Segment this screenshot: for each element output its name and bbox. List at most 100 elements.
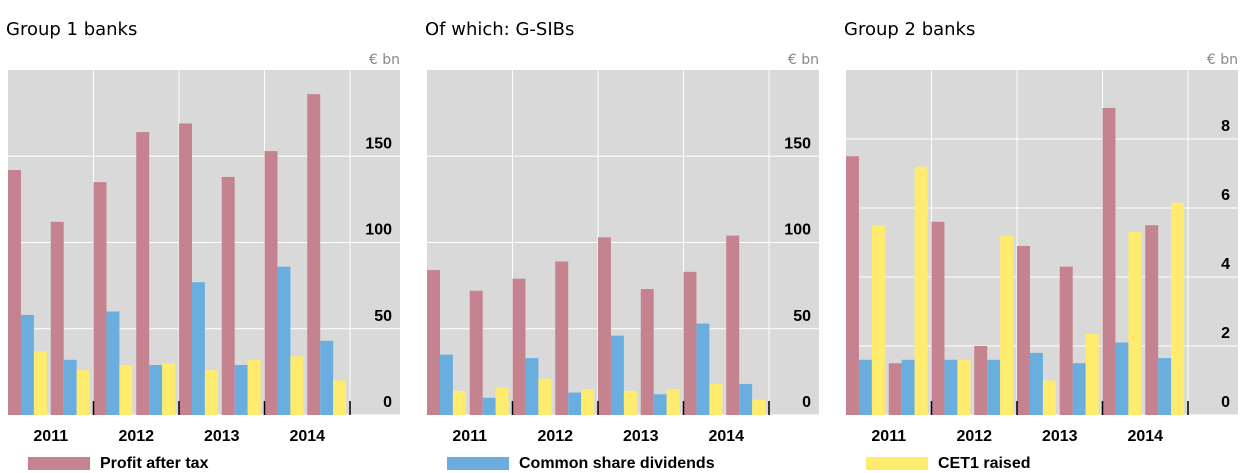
y-tick-label: 2 [1221, 325, 1230, 342]
unit-label: € bn [369, 52, 400, 68]
y-tick-label: 8 [1221, 118, 1230, 135]
bar [482, 397, 496, 415]
bar [277, 266, 291, 415]
bar [179, 123, 192, 415]
bar [555, 261, 569, 415]
bar [1145, 225, 1159, 415]
x-tick-label: 2012 [537, 428, 573, 445]
panel-title: Of which: G-SIBs [425, 19, 574, 40]
bar [136, 132, 150, 415]
bar [1171, 202, 1185, 415]
bar [50, 221, 64, 415]
y-tick-label: 0 [802, 394, 811, 411]
bar [739, 383, 753, 415]
bar [439, 354, 453, 415]
bar [871, 225, 885, 415]
bar [76, 370, 90, 415]
x-tick-label: 2011 [452, 428, 487, 445]
bar [106, 311, 120, 415]
x-tick-label: 2011 [871, 428, 906, 445]
bar [8, 170, 21, 415]
bar [696, 323, 710, 415]
legend-swatch [28, 457, 90, 470]
bar [1128, 232, 1142, 415]
bar [33, 351, 47, 415]
bar [1017, 245, 1030, 415]
legend-label: Common share dividends [519, 455, 715, 472]
y-tick-label: 4 [1221, 256, 1230, 273]
bar [512, 278, 526, 415]
legend-label: CET1 raised [938, 455, 1030, 472]
bar [221, 176, 235, 415]
bar [957, 359, 971, 415]
bar [149, 364, 163, 415]
legend-swatch [866, 457, 928, 470]
bar [726, 235, 740, 415]
x-tick-label: 2014 [1127, 428, 1163, 445]
y-tick-label: 50 [374, 308, 392, 325]
legend-swatch [447, 457, 509, 470]
bar [333, 380, 347, 415]
y-tick-label: 6 [1221, 187, 1230, 204]
bar [290, 356, 304, 415]
bar [247, 359, 261, 415]
bar [119, 364, 133, 415]
x-tick-label: 2013 [1042, 428, 1078, 445]
bar [610, 335, 624, 415]
y-tick-label: 100 [365, 222, 392, 239]
x-tick-label: 2011 [33, 428, 68, 445]
bar [846, 156, 859, 415]
bar [623, 390, 637, 415]
bar [1059, 266, 1073, 415]
bar [1115, 342, 1129, 415]
bar [204, 370, 218, 415]
bar [1042, 380, 1056, 415]
bar [1085, 333, 1099, 415]
bar [709, 383, 723, 415]
bar [1158, 358, 1172, 415]
bar [63, 359, 77, 415]
bar [901, 359, 915, 415]
bar [653, 394, 667, 415]
bar [944, 359, 958, 415]
panel-title: Group 1 banks [6, 19, 137, 40]
bar [1029, 352, 1043, 415]
bar [752, 399, 766, 415]
unit-label: € bn [1207, 52, 1238, 68]
bar [931, 221, 945, 415]
legend-label: Profit after tax [100, 455, 209, 472]
y-tick-label: 50 [793, 308, 811, 325]
bar [974, 346, 988, 415]
bar [598, 237, 611, 415]
bar [427, 270, 440, 415]
bar [683, 271, 697, 415]
bar [1072, 363, 1086, 415]
bar [495, 387, 509, 415]
bar [666, 389, 680, 415]
bar [307, 94, 321, 416]
bar [1102, 107, 1116, 415]
y-tick-label: 150 [784, 135, 811, 152]
y-tick-label: 0 [1221, 394, 1230, 411]
bar [20, 314, 34, 415]
y-tick-label: 150 [365, 135, 392, 152]
x-tick-label: 2012 [956, 428, 992, 445]
bar [581, 389, 595, 415]
bar [469, 290, 483, 415]
bar [525, 358, 539, 415]
x-tick-label: 2013 [623, 428, 659, 445]
x-tick-label: 2013 [204, 428, 240, 445]
bar [914, 166, 928, 415]
bar [162, 363, 176, 415]
bar [1000, 235, 1014, 415]
bar [538, 378, 552, 415]
bar [987, 359, 1001, 415]
bar [234, 364, 248, 415]
bar [191, 282, 205, 415]
y-tick-label: 0 [383, 394, 392, 411]
bar [320, 340, 334, 415]
panel-title: Group 2 banks [844, 19, 975, 40]
unit-label: € bn [788, 52, 819, 68]
y-tick-label: 100 [784, 222, 811, 239]
